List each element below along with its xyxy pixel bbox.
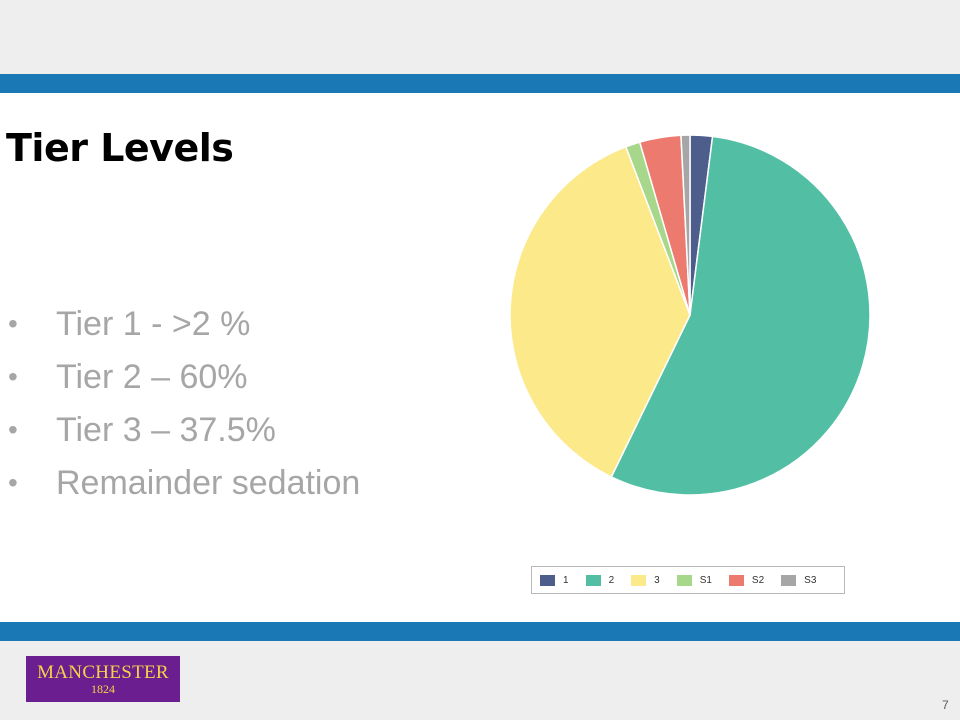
legend-label: S2	[751, 574, 765, 586]
legend-swatch	[728, 574, 744, 586]
legend-item-1: 1	[540, 574, 569, 586]
slide-title: Tier Levels	[6, 126, 234, 170]
bullet-marker: •	[8, 414, 18, 445]
legend-item-2: 2	[585, 574, 615, 586]
bullet-text: Tier 3 – 37.5%	[56, 411, 276, 449]
bullet-marker: •	[8, 361, 18, 392]
legend-label: S3	[804, 574, 817, 586]
bullet-item: • Remainder sedation	[8, 461, 360, 514]
legend-swatch	[585, 574, 601, 586]
legend-item-s3: S3	[781, 574, 817, 586]
legend-item-s2: S2	[728, 574, 765, 586]
pie-slice-s3	[680, 134, 691, 316]
bullet-text: Tier 1 - >2 %	[56, 305, 251, 343]
tier-pie-chart	[509, 134, 871, 496]
bullet-marker: •	[8, 467, 18, 498]
manchester-logo: MANCHESTER 1824	[26, 656, 180, 702]
legend-swatch	[676, 574, 692, 586]
bullet-list: • Tier 1 - >2 % • Tier 2 – 60% • Tier 3 – 3…	[8, 302, 360, 514]
chart-legend: 1 2 3 S1 S2 S3	[531, 566, 845, 594]
top-accent-bar	[0, 74, 960, 93]
legend-swatch	[631, 574, 647, 586]
logo-name: MANCHESTER	[37, 662, 169, 683]
legend-item-3: 3	[631, 574, 660, 586]
logo-year: 1824	[91, 682, 115, 696]
legend-label: 3	[654, 574, 660, 586]
bullet-item: • Tier 3 – 37.5%	[8, 408, 360, 461]
bullet-text: Tier 2 – 60%	[56, 358, 248, 396]
legend-swatch	[540, 574, 555, 586]
pie-slice-2	[610, 135, 871, 496]
page-number: 7	[942, 698, 949, 712]
legend-item-s1: S1	[676, 574, 712, 586]
bottom-accent-bar	[0, 622, 960, 641]
legend-label: 1	[563, 574, 569, 586]
bullet-text: Remainder sedation	[56, 464, 361, 502]
legend-swatch	[781, 574, 797, 586]
header-band	[0, 0, 960, 74]
bullet-item: • Tier 1 - >2 %	[8, 302, 360, 355]
legend-label: S1	[699, 574, 712, 586]
bullet-item: • Tier 2 – 60%	[8, 355, 360, 408]
bullet-marker: •	[8, 308, 18, 339]
legend-label: 2	[608, 574, 615, 586]
pie-slice-3	[509, 145, 691, 478]
